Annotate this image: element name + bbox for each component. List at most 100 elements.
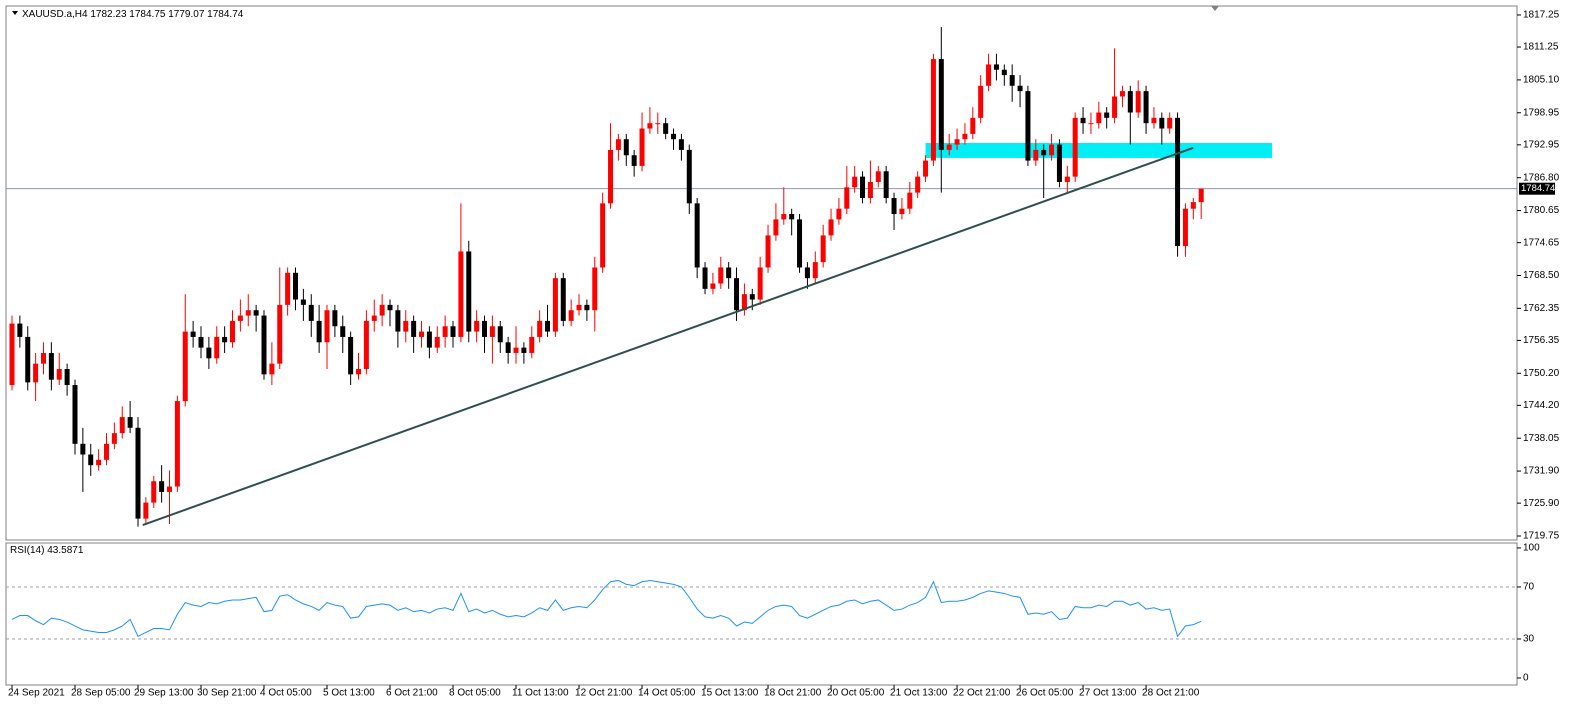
candle-body <box>1096 112 1102 124</box>
shift-marker <box>1211 6 1219 11</box>
candle-body <box>671 133 677 140</box>
candle-body <box>1112 96 1118 118</box>
candle-body <box>1033 149 1039 161</box>
candle-body <box>237 315 243 321</box>
candle-body <box>25 336 31 383</box>
candle-body <box>48 352 54 380</box>
y-tick-label: 1744.20 <box>1523 400 1560 411</box>
candle-body <box>907 192 913 209</box>
candle-body <box>1182 208 1188 247</box>
candle-body <box>710 283 716 289</box>
ohlc-open: 1782.23 <box>90 9 127 20</box>
candle-body <box>17 323 23 337</box>
candle-body <box>411 320 417 337</box>
candle-body <box>954 139 960 145</box>
candle-body <box>537 320 543 337</box>
candle-body <box>875 171 881 182</box>
candle-body <box>332 310 338 327</box>
candle-body <box>166 486 172 492</box>
rsi-last: 43.5871 <box>47 545 84 556</box>
x-tick-label: 11 Oct 13:00 <box>512 688 569 699</box>
candle-body <box>387 304 393 311</box>
candle-body <box>174 401 180 487</box>
candle-body <box>277 304 283 364</box>
zone <box>925 142 1273 158</box>
candle-body <box>214 336 220 359</box>
y-tick-label: 1798.95 <box>1523 107 1560 118</box>
candle-body <box>56 369 62 380</box>
y-tick-label: 1774.65 <box>1523 237 1560 248</box>
header-arrow <box>12 11 18 15</box>
x-tick-label: 21 Oct 13:00 <box>890 688 948 699</box>
candle-body <box>426 331 432 348</box>
y-tick-label: 30 <box>1523 634 1535 645</box>
candle-body <box>734 278 740 311</box>
candle-body <box>513 347 519 353</box>
candle-body <box>1198 188 1204 203</box>
candle-body <box>111 433 117 444</box>
candle-body <box>119 417 125 434</box>
candle-body <box>686 149 692 204</box>
y-tick-label: 1786.80 <box>1523 172 1560 183</box>
candle-body <box>970 117 976 134</box>
candle-body <box>773 219 779 236</box>
candle-body <box>1025 91 1031 161</box>
candle-body <box>915 176 921 193</box>
candle-body <box>938 59 944 150</box>
candle-body <box>324 310 330 343</box>
x-tick-label: 15 Oct 13:00 <box>701 688 759 699</box>
candle-body <box>1009 75 1015 86</box>
candle-body <box>261 315 267 375</box>
candle-body <box>450 326 456 337</box>
candle-body <box>1127 91 1133 113</box>
candle-body <box>765 235 771 268</box>
candle-body <box>930 59 936 161</box>
candle-body <box>584 304 590 311</box>
candle-body <box>505 342 511 353</box>
candle-body <box>781 214 787 220</box>
y-tick-label: 70 <box>1523 582 1535 593</box>
x-tick-label: 29 Sep 13:00 <box>134 688 194 699</box>
candle-body <box>135 427 141 519</box>
x-tick-label: 6 Oct 21:00 <box>386 688 438 699</box>
x-tick-label: 26 Oct 05:00 <box>1016 688 1074 699</box>
candle-body <box>1088 123 1094 125</box>
candle-body <box>1041 149 1047 156</box>
candle-body <box>190 331 196 337</box>
candle-body <box>1167 117 1173 129</box>
x-tick-label: 30 Sep 21:00 <box>197 688 257 699</box>
candle-body <box>986 64 992 86</box>
candle-body <box>96 459 102 466</box>
candle-body <box>592 267 598 311</box>
candle-body <box>655 123 661 125</box>
candle-body <box>647 123 653 129</box>
candle-body <box>285 272 291 305</box>
y-tick-label: 1738.05 <box>1523 433 1560 444</box>
candle-body <box>844 187 850 209</box>
candle-body <box>883 171 889 199</box>
last-price-box <box>1519 182 1555 195</box>
candle-body <box>395 310 401 332</box>
candle-body <box>379 304 385 316</box>
candle-body <box>946 144 952 150</box>
candle-body <box>474 320 480 332</box>
candle-body <box>340 326 346 337</box>
trendline <box>142 146 1194 526</box>
y-tick-label: 1756.35 <box>1523 335 1560 346</box>
candle-body <box>143 502 149 519</box>
candle-body <box>789 214 795 220</box>
candle-body <box>749 294 755 300</box>
candle-body <box>88 454 94 466</box>
x-tick-label: 20 Oct 05:00 <box>827 688 885 699</box>
candle-body <box>1151 117 1157 124</box>
y-tick-label: 1762.35 <box>1523 303 1560 314</box>
candle-body <box>694 203 700 268</box>
ohlc-low: 1779.07 <box>168 9 205 20</box>
candle-body <box>1017 85 1023 92</box>
x-tick-label: 27 Oct 13:00 <box>1079 688 1137 699</box>
candle-body <box>962 133 968 140</box>
candle-body <box>623 139 629 156</box>
candle-body <box>978 85 984 118</box>
candle-body <box>159 481 165 492</box>
candle-body <box>678 139 684 150</box>
